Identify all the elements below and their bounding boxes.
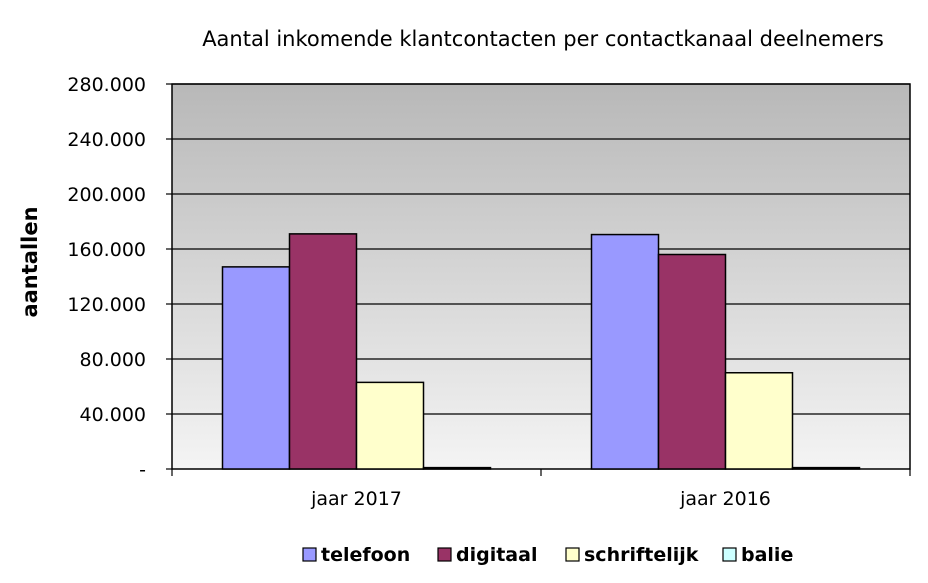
bar-balie-1: [791, 466, 861, 470]
y-tick-label: 240.000: [67, 129, 146, 151]
chart-title: Aantal inkomende klantcontacten per cont…: [202, 27, 884, 51]
bar-digitaal-1: [657, 253, 727, 470]
bar-balie-0: [422, 466, 492, 470]
x-tick-label: jaar 2017: [310, 488, 402, 510]
legend-label-balie: balie: [741, 544, 793, 566]
y-tick-label: 120.000: [67, 294, 146, 316]
y-tick-label: -: [139, 459, 146, 481]
y-axis-label: aantallen: [18, 206, 42, 317]
bar-telefoon-0: [221, 266, 291, 470]
y-axis-ticks: - 40.000 80.000 120.000 160.000 200.000 240.00…: [67, 74, 172, 481]
legend-label-schriftelijk: schriftelijk: [584, 544, 699, 566]
y-tick-label: 40.000: [80, 404, 146, 426]
bar-digitaal-0: [288, 233, 358, 470]
x-axis-ticks: jaar 2017 jaar 2016: [171, 469, 911, 510]
legend-label-digitaal: digitaal: [456, 544, 537, 566]
bars: [221, 233, 861, 470]
y-tick-label: 200.000: [67, 184, 146, 206]
bar-schriftelijk-1: [724, 372, 794, 470]
y-tick-label: 160.000: [67, 239, 146, 261]
legend-swatch-schriftelijk: [565, 547, 580, 562]
bar-telefoon-1: [590, 233, 660, 470]
x-tick-label: jaar 2016: [679, 488, 771, 510]
legend-label-telefoon: telefoon: [321, 544, 410, 566]
legend: telefoon digitaal schriftelijk balie: [302, 544, 793, 566]
legend-swatch-digitaal: [437, 547, 452, 562]
legend-swatch-balie: [722, 547, 737, 562]
legend-swatch-telefoon: [302, 547, 317, 562]
bar-schriftelijk-0: [355, 381, 425, 470]
y-tick-label: 80.000: [80, 349, 146, 371]
y-tick-label: 280.000: [67, 74, 146, 96]
